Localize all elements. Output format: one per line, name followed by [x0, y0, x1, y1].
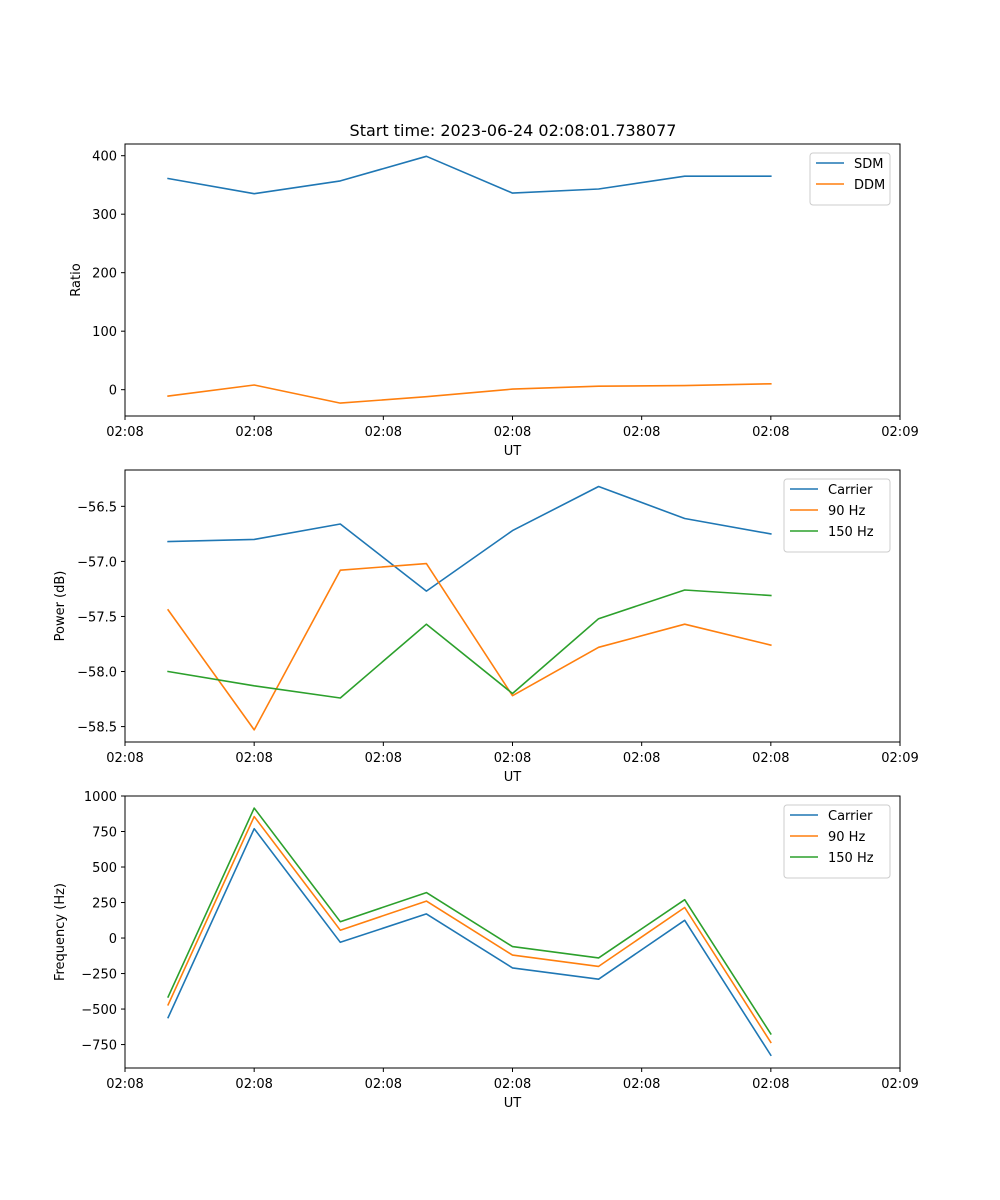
ratio-panel: 02:08 02:08 02:08 02:08 02:08 02:08 02:09 0 100 2…: [69, 143, 919, 459]
power-panel: 02:08 02:08 02:08 02:08 02:08 02:08 02:09 −56.5…: [53, 469, 919, 785]
x-tick-label: 02:08: [106, 1077, 143, 1092]
legend-label-carrier: Carrier: [828, 483, 873, 498]
x-tick-label: 02:08: [235, 425, 272, 440]
y-axis-label: Ratio: [69, 263, 84, 296]
series-line-150-hz: [167, 589, 772, 699]
series-line-150-hz: [167, 807, 772, 1036]
x-tick-label: 02:08: [365, 1077, 402, 1092]
y-axis-label: Power (dB): [53, 571, 68, 642]
x-tick-label: 02:08: [106, 425, 143, 440]
legend-label-carrier: Carrier: [828, 809, 873, 824]
figure-title: Start time: 2023-06-24 02:08:01.738077: [350, 121, 677, 140]
x-axis-label: UT: [504, 770, 522, 785]
y-tick-label: 0: [109, 932, 117, 947]
x-tick-label: 02:08: [623, 1077, 660, 1092]
y-tick-label: −250: [81, 968, 117, 983]
series-line-carrier: [167, 827, 772, 1057]
legend-label-sdm: SDM: [854, 157, 883, 172]
x-tick-label: 02:08: [235, 1077, 272, 1092]
y-tick-label: −58.5: [77, 721, 117, 736]
series-line-90-hz: [167, 815, 772, 1044]
y-tick-label: −500: [81, 1003, 117, 1018]
y-tick-label: 250: [92, 897, 117, 912]
x-tick-label: 02:08: [365, 751, 402, 766]
y-axis-label: Frequency (Hz): [53, 883, 68, 981]
x-tick-label: 02:08: [106, 751, 143, 766]
legend: [783, 804, 891, 879]
legend-label-ddm: DDM: [854, 178, 885, 193]
x-axis-label: UT: [504, 1096, 522, 1111]
frequency-panel: 02:08 02:08 02:08 02:08 02:08 02:08 02:09 1000 7…: [53, 790, 919, 1111]
x-tick-label: 02:08: [494, 425, 531, 440]
legend-label-150-hz: 150 Hz: [828, 525, 874, 540]
axes-frame: [124, 469, 901, 743]
x-tick-label: 02:08: [623, 425, 660, 440]
legend: [809, 152, 891, 206]
x-tick-label: 02:08: [752, 751, 789, 766]
legend-label-90-hz: 90 Hz: [828, 830, 865, 845]
y-tick-label: 400: [92, 150, 117, 165]
y-tick-label: −57.5: [77, 610, 117, 625]
y-tick-label: 100: [92, 325, 117, 340]
y-tick-label: 1000: [84, 790, 117, 805]
series-line-90-hz: [166, 562, 772, 731]
legend-label-150-hz: 150 Hz: [828, 851, 874, 866]
y-tick-label: −57.0: [77, 555, 117, 570]
x-tick-label: 02:08: [494, 751, 531, 766]
x-axis-label: UT: [504, 444, 522, 459]
axes-frame: [124, 143, 901, 417]
x-tick-label: 02:08: [752, 1077, 789, 1092]
series-line-sdm: [167, 155, 772, 195]
x-tick-label: 02:08: [623, 751, 660, 766]
y-tick-label: −56.5: [77, 500, 117, 515]
legend-label-90-hz: 90 Hz: [828, 504, 865, 519]
x-tick-label: 02:09: [881, 1077, 918, 1092]
legend: [783, 478, 891, 553]
y-tick-label: 500: [92, 861, 117, 876]
x-tick-label: 02:08: [752, 425, 789, 440]
series-line-ddm: [167, 382, 772, 404]
axes-frame: [124, 795, 901, 1069]
x-tick-label: 02:09: [881, 751, 918, 766]
y-tick-label: 750: [92, 826, 117, 841]
series-line-carrier: [167, 485, 772, 592]
x-tick-label: 02:08: [365, 425, 402, 440]
x-tick-label: 02:08: [235, 751, 272, 766]
y-tick-label: 0: [109, 384, 117, 399]
x-tick-label: 02:08: [494, 1077, 531, 1092]
y-tick-label: −58.0: [77, 666, 117, 681]
x-tick-label: 02:09: [881, 425, 918, 440]
y-tick-label: 200: [92, 267, 117, 282]
y-tick-label: 300: [92, 208, 117, 223]
y-tick-label: −750: [81, 1039, 117, 1054]
